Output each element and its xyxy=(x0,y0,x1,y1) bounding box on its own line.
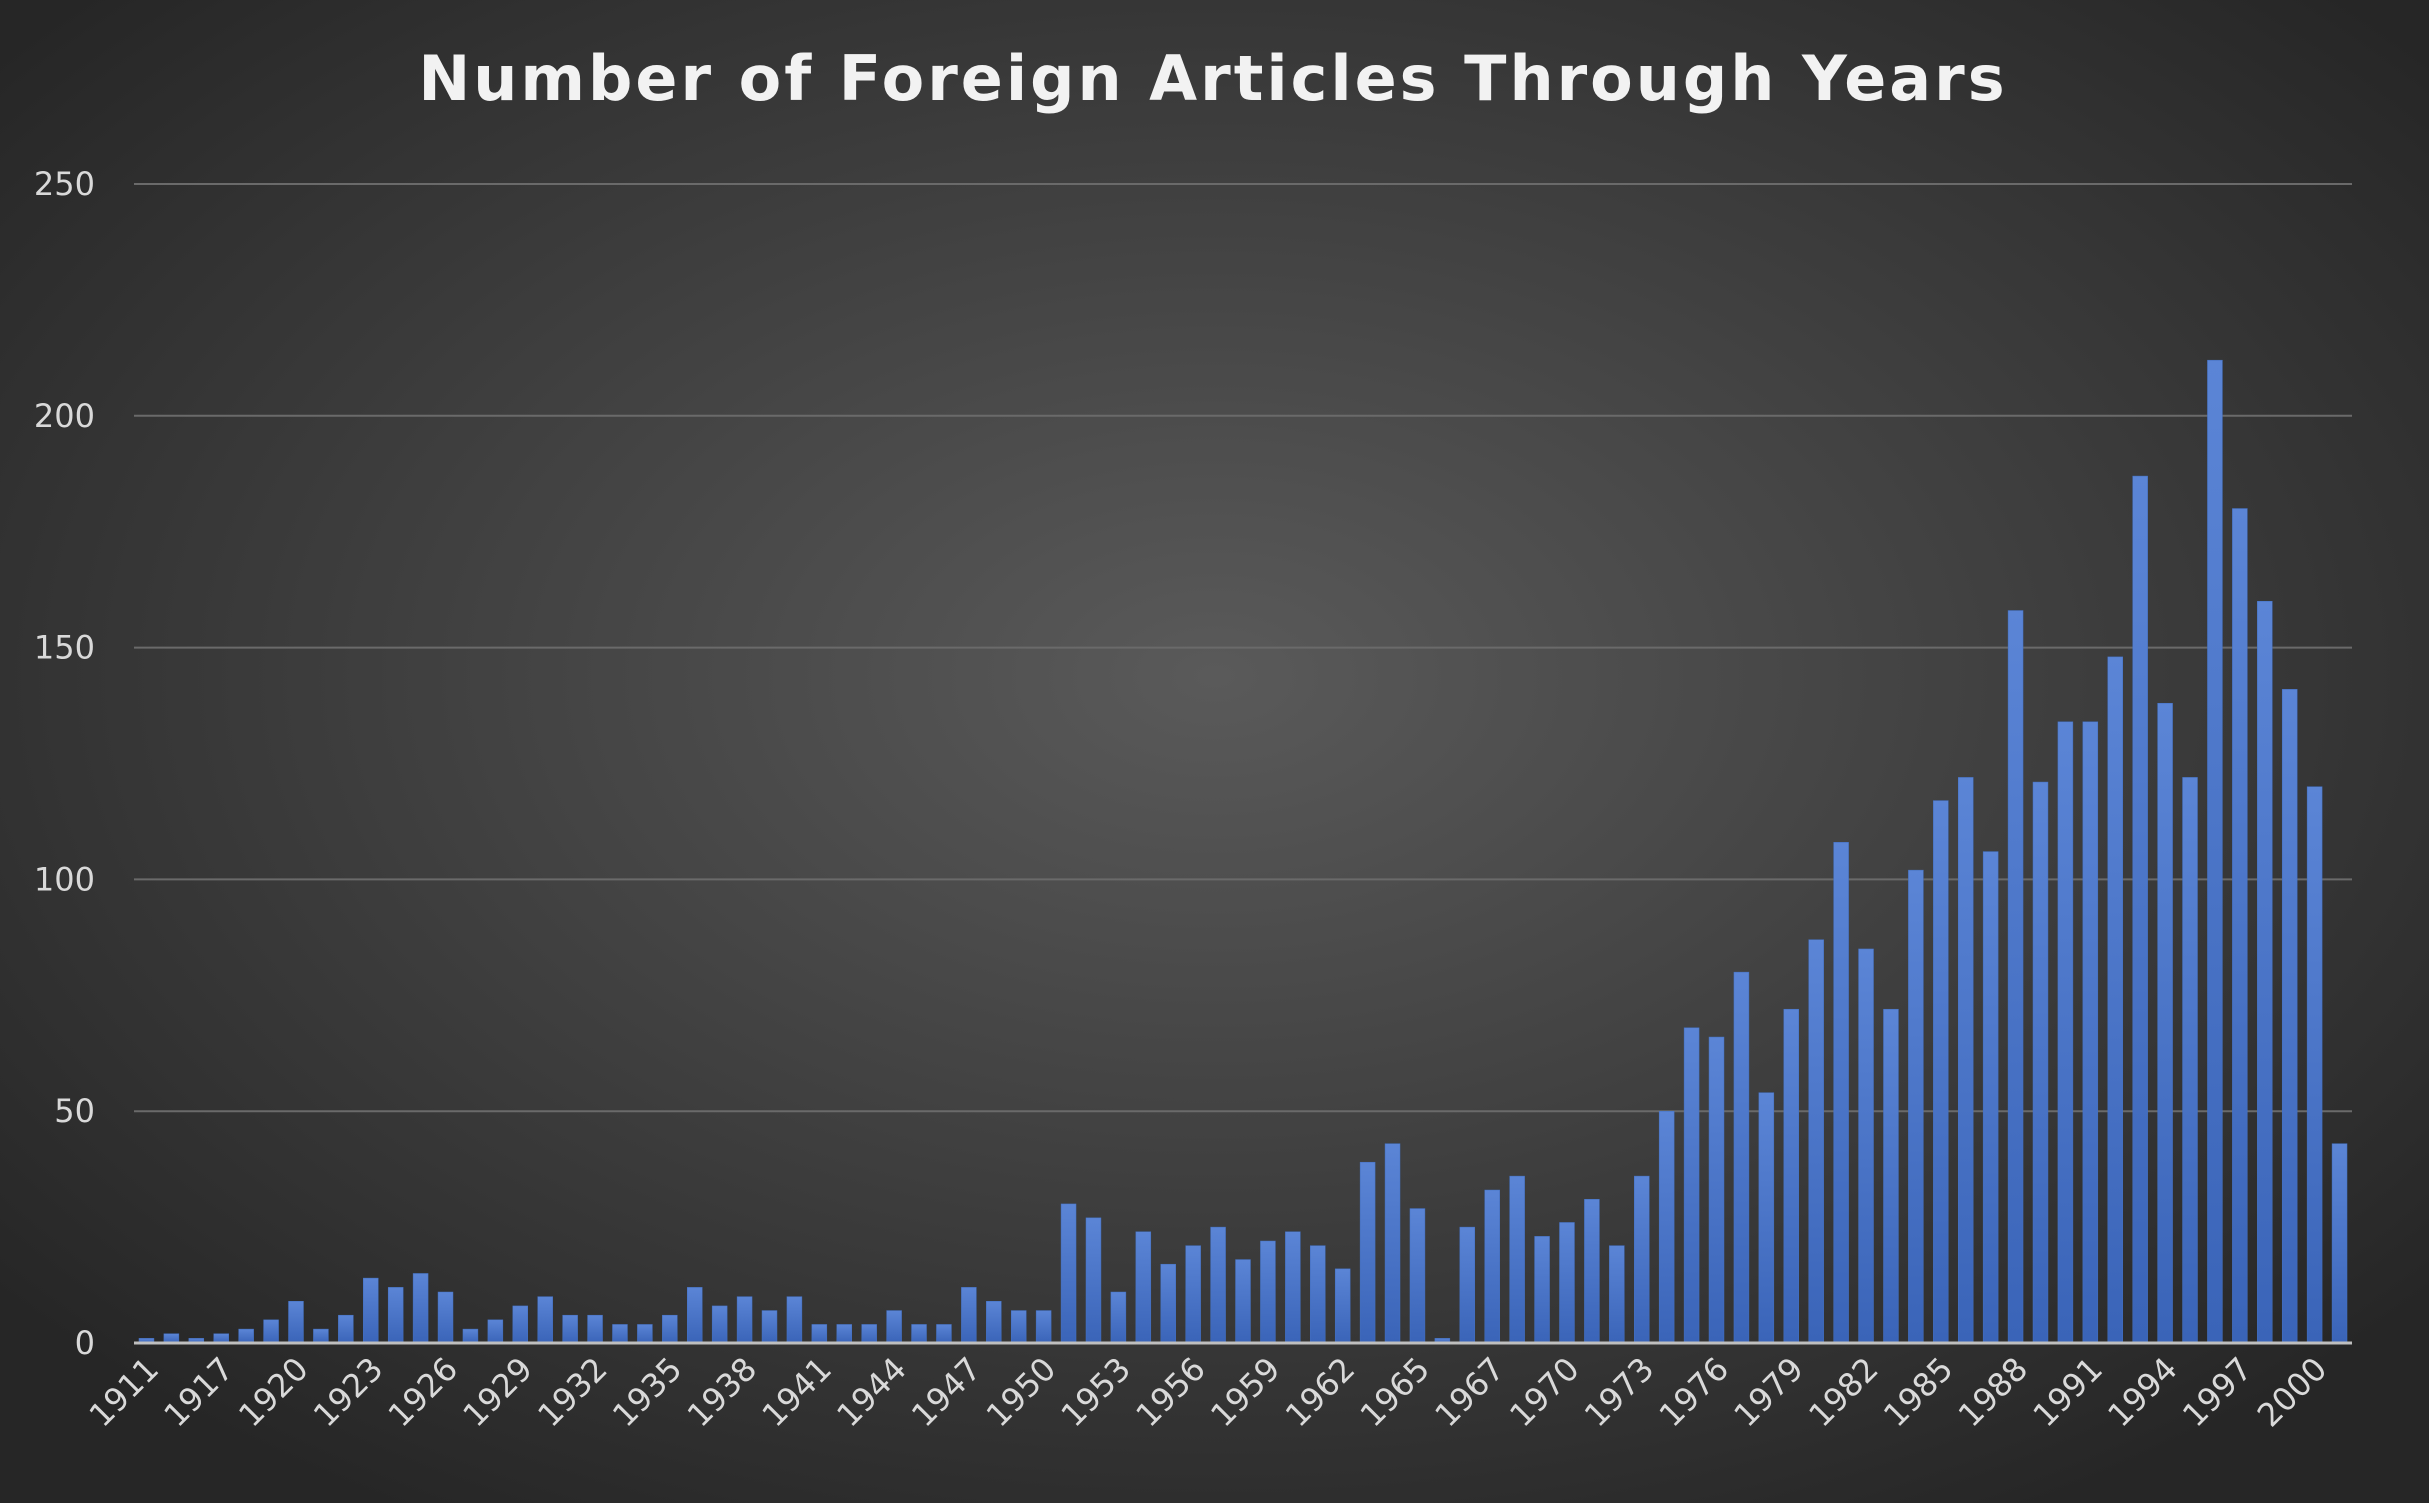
bar xyxy=(1310,1245,1326,1344)
bar xyxy=(2057,721,2074,1344)
bar xyxy=(1634,1175,1650,1344)
bar xyxy=(1285,1231,1301,1344)
bar xyxy=(313,1328,329,1344)
bar xyxy=(2257,600,2273,1344)
bar xyxy=(1908,869,1924,1344)
bar xyxy=(1708,1036,1725,1344)
bar xyxy=(1035,1310,1052,1344)
bar xyxy=(1459,1226,1476,1344)
bar xyxy=(2207,359,2223,1344)
bar xyxy=(1185,1245,1201,1344)
bar xyxy=(1584,1199,1600,1344)
bar xyxy=(1883,1008,1899,1344)
bar xyxy=(2281,689,2298,1344)
bar xyxy=(662,1314,678,1344)
bar xyxy=(2032,781,2049,1344)
bar xyxy=(1957,777,1974,1344)
bar xyxy=(811,1324,828,1344)
bar xyxy=(861,1324,877,1344)
bar xyxy=(711,1305,728,1344)
bar xyxy=(1409,1208,1426,1344)
bar xyxy=(1808,939,1824,1344)
bar xyxy=(2232,508,2248,1344)
bar xyxy=(1933,800,1949,1344)
bar xyxy=(338,1314,354,1344)
bar xyxy=(437,1291,454,1344)
bar xyxy=(1135,1231,1152,1344)
bar xyxy=(1060,1203,1077,1344)
bar xyxy=(936,1324,952,1344)
bar xyxy=(1559,1222,1575,1344)
y-tick-label: 100 xyxy=(34,860,95,898)
bar xyxy=(961,1287,977,1344)
bar xyxy=(1160,1263,1176,1344)
bar xyxy=(487,1319,504,1344)
chart-title: Number of Foreign Articles Through Years xyxy=(418,42,2007,115)
bar xyxy=(1783,1008,1799,1344)
bar xyxy=(263,1319,279,1344)
bar xyxy=(238,1328,254,1344)
bar xyxy=(1260,1240,1276,1344)
bar xyxy=(387,1287,404,1344)
bar xyxy=(1609,1245,1625,1344)
bar xyxy=(1733,971,1750,1344)
bar xyxy=(1858,948,1874,1344)
y-tick-label: 150 xyxy=(34,629,95,667)
y-tick-label: 200 xyxy=(34,397,95,435)
bar xyxy=(687,1287,703,1344)
bar xyxy=(462,1328,479,1344)
bar xyxy=(1484,1189,1500,1344)
bar xyxy=(1210,1226,1226,1344)
bar xyxy=(1683,1027,1700,1344)
bar xyxy=(2007,610,2024,1344)
bar xyxy=(1334,1268,1351,1344)
bar xyxy=(2132,475,2148,1344)
bar xyxy=(1085,1217,1102,1344)
bar xyxy=(1833,842,1849,1344)
bar xyxy=(836,1324,852,1344)
y-tick-label: 250 xyxy=(34,165,95,203)
bar xyxy=(986,1301,1002,1344)
bar xyxy=(1110,1291,1127,1344)
bar xyxy=(911,1324,927,1344)
bar xyxy=(1509,1175,1525,1344)
bar xyxy=(412,1273,429,1344)
bar xyxy=(1235,1259,1251,1344)
bar xyxy=(2331,1143,2348,1344)
bar xyxy=(1010,1310,1027,1344)
bar xyxy=(562,1314,578,1344)
y-tick-label: 0 xyxy=(75,1324,95,1362)
bar xyxy=(1658,1110,1675,1344)
bar xyxy=(786,1296,803,1344)
y-tick-label: 50 xyxy=(54,1092,95,1130)
bar xyxy=(637,1324,653,1344)
bar xyxy=(612,1324,628,1344)
bar xyxy=(1982,851,1999,1344)
bar xyxy=(2306,786,2323,1344)
bar xyxy=(587,1314,603,1344)
bar xyxy=(2082,721,2099,1344)
bar xyxy=(537,1296,553,1344)
bar xyxy=(736,1296,753,1344)
bar xyxy=(1384,1143,1401,1344)
bar xyxy=(512,1305,529,1344)
bar xyxy=(363,1277,379,1344)
bar xyxy=(886,1310,902,1344)
bar xyxy=(1534,1236,1550,1344)
bar xyxy=(1359,1161,1376,1344)
bar xyxy=(2157,702,2173,1344)
bar xyxy=(761,1310,778,1344)
bar xyxy=(288,1301,304,1344)
bar xyxy=(2107,656,2123,1344)
bar xyxy=(2182,777,2198,1344)
bar xyxy=(1758,1092,1775,1344)
